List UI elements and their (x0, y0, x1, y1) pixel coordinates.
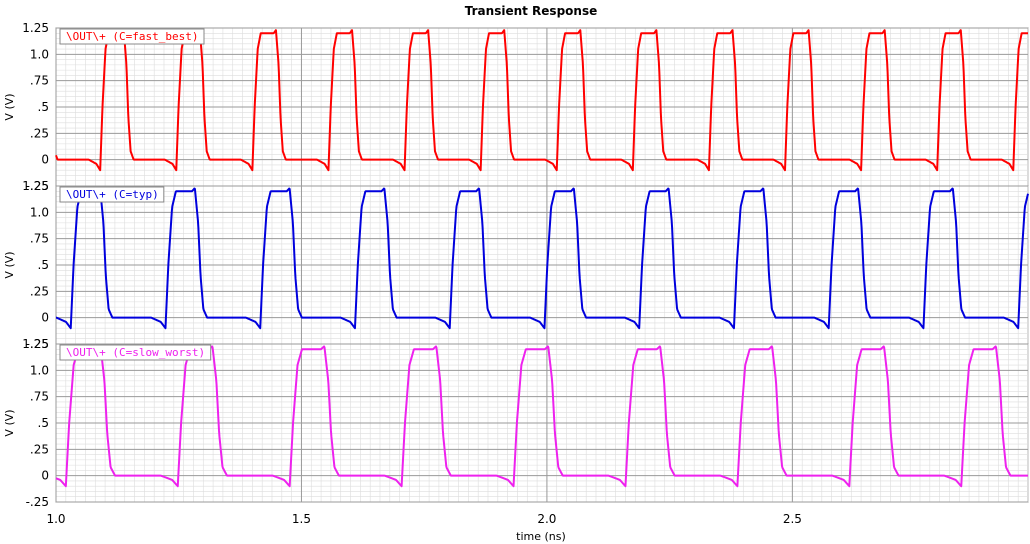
y-tick-label: 1.0 (30, 363, 49, 377)
y-tick-label: 0 (41, 311, 49, 325)
x-tick-label: 2.5 (783, 512, 802, 526)
panel-1: 1.25 1.0 .75 .5 .25 0 -.25 V (V) \OUT\+ (C=fast_… (3, 21, 1029, 193)
y-tick-label: .5 (38, 100, 49, 114)
y-tick-label: 0 (41, 469, 49, 483)
y-tick-label: 1.25 (22, 179, 49, 193)
y-tick-label: -.25 (26, 495, 49, 509)
y-tick-label: .25 (30, 284, 49, 298)
y-tick-label: .5 (38, 258, 49, 272)
y-axis-label: V (V) (3, 93, 16, 120)
y-tick-label: .5 (38, 416, 49, 430)
chart-title: Transient Response (465, 4, 597, 18)
y-tick-label: .75 (30, 232, 49, 246)
y-tick-label: 1.25 (22, 337, 49, 351)
series-legend-label: \OUT\+ (C=fast_best) (66, 30, 198, 43)
legend-box (59, 28, 205, 45)
y-tick-label: .25 (30, 126, 49, 140)
panel-3: 1.25 1.0 .75 .5 .25 0 -.25 V (V) \OUT\+ (C=slow_… (3, 337, 1029, 509)
legend-box (59, 344, 212, 361)
y-tick-label: -.25 (26, 179, 49, 193)
x-tick-label: 1.5 (292, 512, 311, 526)
panel-2: 1.25 1.0 .75 .5 .25 0 -.25 V (V) \OUT\+ (C=typ) (3, 179, 1029, 351)
y-tick-label: 1.25 (22, 21, 49, 35)
series-legend-label: \OUT\+ (C=slow_worst) (66, 346, 205, 359)
y-tick-label: .75 (30, 390, 49, 404)
y-tick-label: 0 (41, 153, 49, 167)
y-tick-label: .25 (30, 442, 49, 456)
y-tick-label: .75 (30, 74, 49, 88)
series-legend-label: \OUT\+ (C=typ) (66, 188, 159, 201)
y-tick-label: -.25 (26, 337, 49, 351)
x-tick-label: 2.0 (537, 512, 556, 526)
y-tick-label: 1.0 (30, 205, 49, 219)
legend-box (59, 186, 165, 203)
series-line (55, 29, 1029, 172)
series-line (55, 345, 1029, 488)
y-tick-label: 1.0 (30, 47, 49, 61)
series-line (55, 187, 1029, 330)
y-axis-label: V (V) (3, 251, 16, 278)
x-tick-label: 1.0 (46, 512, 65, 526)
y-axis-label: V (V) (3, 409, 16, 436)
x-axis-label: time (ns) (516, 530, 566, 543)
